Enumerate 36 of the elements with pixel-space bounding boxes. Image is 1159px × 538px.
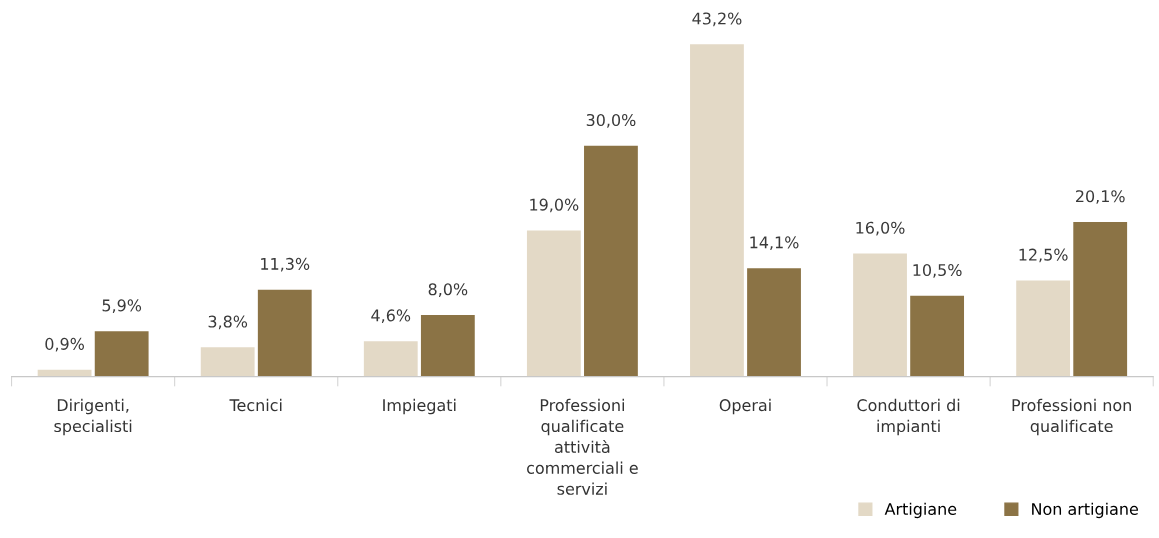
bar	[747, 268, 801, 377]
data-label: 10,5%	[913, 263, 962, 278]
data-label: 8,0%	[428, 283, 468, 297]
bar	[94, 331, 149, 377]
data-label: 16,0%	[856, 221, 905, 236]
data-label: 0,9%	[45, 337, 84, 352]
data-label: 30,0%	[586, 114, 636, 128]
legend-label: Non artigiane	[1032, 502, 1138, 519]
data-label: 11,3%	[261, 257, 310, 272]
x-tick-label: Professioni qualificate attività commerciali e servizi	[527, 398, 638, 495]
x-tick-label: Operai	[719, 398, 771, 415]
data-label: 12,5%	[1019, 248, 1068, 263]
bar	[526, 230, 581, 377]
bar	[853, 253, 907, 377]
bar	[1073, 221, 1128, 377]
data-label: 4,6%	[371, 309, 411, 324]
bar	[257, 289, 312, 377]
x-tick-label: Dirigenti, specialisti	[54, 398, 132, 436]
data-label: 19,0%	[530, 198, 579, 213]
bar	[584, 145, 638, 377]
bar	[200, 347, 255, 377]
x-tick-label: Conduttori di impianti	[857, 398, 960, 436]
data-label: 20,1%	[1076, 190, 1125, 204]
x-tick-label: Professioni non qualificate	[1012, 398, 1131, 436]
legend-label: Artigiane	[884, 502, 957, 519]
bar	[420, 315, 475, 377]
x-tick-label: Impiegati	[383, 398, 456, 415]
bar	[690, 44, 744, 377]
bar	[363, 341, 418, 377]
data-label: 14,1%	[750, 236, 799, 251]
data-label: 5,9%	[102, 299, 142, 314]
bar	[910, 295, 965, 377]
x-tick-label: Tecnici	[229, 398, 282, 412]
data-label: 3,8%	[208, 315, 248, 330]
data-label: 43,2%	[692, 12, 742, 27]
bar	[1016, 280, 1071, 377]
